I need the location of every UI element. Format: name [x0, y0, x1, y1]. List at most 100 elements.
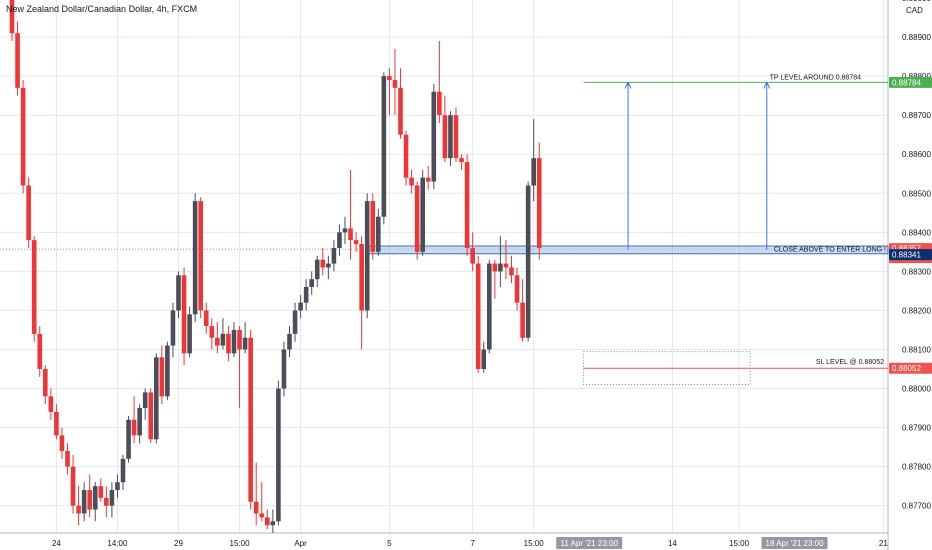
candle-body: [398, 87, 403, 135]
entry-label: CLOSE ABOVE TO ENTER LONG !: [774, 246, 886, 253]
candle-body: [92, 486, 98, 510]
candle-body: [492, 263, 498, 272]
candle-body: [176, 275, 181, 311]
candle-body: [281, 349, 287, 389]
tp-label: TP LEVEL AROUND 0.88784: [770, 74, 862, 81]
date-badge-bg: [761, 537, 828, 549]
candle-body: [20, 87, 26, 186]
candle-body: [392, 80, 398, 88]
candle-body: [198, 201, 203, 311]
sl-label: SL LEVEL @ 0.88052: [816, 359, 884, 366]
target-arrow-head: [763, 81, 771, 89]
candle-body: [109, 490, 115, 506]
candle-body: [248, 337, 253, 502]
candle-body: [414, 185, 420, 252]
candle-body: [303, 287, 309, 303]
candle-body: [165, 345, 170, 397]
candle-body: [26, 185, 31, 241]
y-tick-label: 0.87900: [902, 424, 931, 433]
candle-body: [381, 76, 387, 217]
candle-body: [298, 302, 303, 311]
candle-body: [475, 263, 481, 369]
candle-body: [43, 369, 48, 397]
candle-body: [320, 259, 326, 268]
y-tick-label: 0.88400: [902, 228, 931, 237]
candle-body: [154, 357, 159, 440]
y-tick-label: 0.88100: [902, 345, 931, 354]
y-tick-label: 0.88000: [902, 385, 931, 394]
x-tick-label: Apr: [294, 539, 307, 548]
x-tick-label: 24: [52, 539, 61, 548]
candle-body: [331, 247, 337, 264]
candle-body: [376, 216, 381, 252]
candle-body: [226, 333, 231, 354]
x-tick-label: 29: [174, 539, 183, 548]
candle-body: [364, 201, 370, 311]
y-tick-label: 0.88300: [902, 267, 931, 276]
candle-body: [348, 228, 353, 241]
candle-body: [81, 490, 87, 514]
candle-body: [137, 408, 142, 436]
candle-body: [87, 490, 92, 510]
y-tick-label: 0.88700: [902, 111, 931, 120]
candle-body: [203, 310, 209, 327]
date-badge: 18 Apr '21 23:00: [766, 539, 825, 548]
candle-body: [120, 458, 126, 483]
entry-price-badge: 0.88341: [892, 251, 921, 260]
candle-body: [209, 326, 215, 338]
plot-area: [0, 0, 888, 533]
candle-body: [231, 329, 237, 354]
candle-body: [387, 76, 392, 81]
candle-body: [370, 201, 376, 252]
candle-body: [104, 497, 109, 506]
candle-body: [76, 505, 81, 514]
date-badge: 11 Apr '21 23:00: [560, 539, 618, 548]
y-tick-label: 0.87700: [902, 502, 931, 511]
candle-body: [48, 396, 54, 412]
candle-body: [425, 177, 431, 182]
candle-body: [359, 244, 364, 311]
candle-body: [259, 513, 265, 518]
candle-body: [309, 279, 314, 287]
candle-body: [242, 337, 248, 350]
candle-body: [403, 134, 409, 178]
candle-body: [265, 517, 270, 526]
x-tick-label: 15:00: [230, 539, 251, 548]
candle-body: [353, 240, 359, 245]
candle-body: [220, 333, 226, 346]
y-tick-label: 0.88600: [902, 150, 931, 159]
candle-body: [287, 333, 292, 350]
currency-label: CAD: [906, 6, 923, 15]
candle-body: [270, 521, 276, 526]
x-tick-label: 15:00: [524, 539, 545, 548]
chart-title: New Zealand Dollar/Canadian Dollar, 4h, …: [6, 4, 198, 14]
candle-body: [314, 259, 320, 280]
candle-body: [503, 263, 509, 268]
sl-price-badge: 0.88052: [892, 364, 921, 373]
candle-body: [536, 158, 542, 248]
candle-body: [431, 91, 437, 182]
candle-body: [192, 201, 198, 315]
candle-body: [159, 357, 165, 397]
entry-price-badge-bg: [889, 249, 932, 261]
candle-body: [498, 263, 503, 272]
candle-body: [442, 115, 448, 159]
y-tick-label: 0.87800: [902, 463, 931, 472]
tp-price-badge: 0.88784: [892, 78, 921, 87]
candle-body: [464, 162, 470, 248]
candle-body: [170, 310, 176, 346]
candle-body: [420, 177, 425, 252]
candle-body: [181, 275, 187, 354]
candle-body: [126, 419, 131, 459]
candle-body: [459, 158, 464, 163]
candle-body: [148, 392, 154, 440]
candle-body: [520, 302, 525, 338]
candle-body: [342, 228, 348, 233]
candle-body: [409, 177, 414, 186]
candle-body: [448, 115, 453, 159]
candle-body: [31, 240, 37, 334]
x-tick-label: 21: [879, 539, 888, 548]
candle-body: [237, 329, 242, 350]
candle-body: [142, 392, 148, 409]
